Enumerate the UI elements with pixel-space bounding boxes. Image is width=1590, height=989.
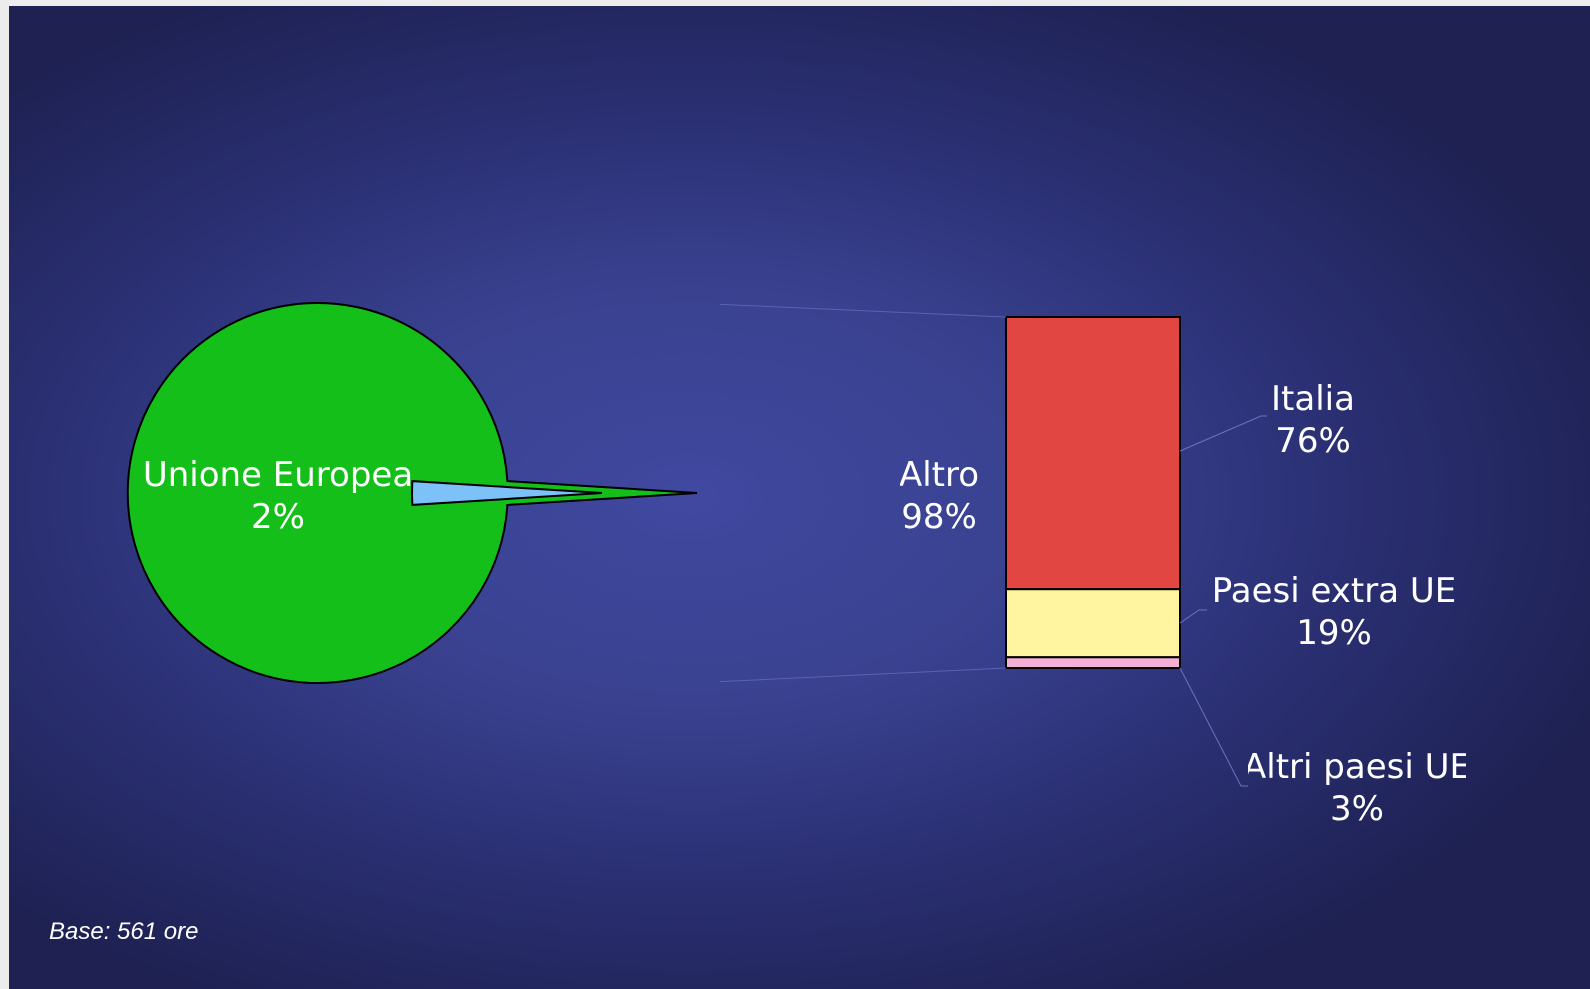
pie-altro-value-label: 98% (901, 497, 977, 537)
bar-segment-paesi-extra-ue (1005, 588, 1181, 659)
pie-altro-name-label: Altro (899, 455, 979, 495)
pie-slice-unione-europea (411, 480, 603, 506)
bar-paesi-extra-ue-name-label: Paesi extra UE (1212, 571, 1456, 611)
base-footnote: Base: 561 ore (49, 918, 199, 945)
bar-altri-paesi-ue-label: Altri paesi UE3% (1243, 747, 1471, 829)
bar-altri-paesi-ue-name-label: Altri paesi UE (1243, 747, 1471, 787)
bar-paesi-extra-ue-value-label: 19% (1296, 613, 1372, 653)
bar-segment-altri-paesi-ue (1005, 656, 1181, 670)
pie-unione-europea-name-label: Unione Europea (143, 455, 413, 495)
chart-slide: Unione Europea 2% Altro 98% Italia 76% Paesi e… (9, 6, 1590, 989)
connector-line-bottom (719, 667, 1007, 683)
bar-segment-italia (1005, 316, 1181, 591)
pie-unione-europea-value-label: 2% (251, 497, 305, 537)
connector-line-top (719, 303, 1007, 318)
bar-italia-value-label: 76% (1275, 421, 1351, 461)
leader-line-altri-paesi-ue (1179, 667, 1248, 787)
leader-line-italia (1179, 415, 1267, 452)
bar-italia-name-label: Italia (1271, 379, 1355, 419)
leader-line-paesi-extra-ue (1179, 609, 1207, 624)
bar-altri-paesi-ue-value-label: 3% (1330, 789, 1384, 829)
